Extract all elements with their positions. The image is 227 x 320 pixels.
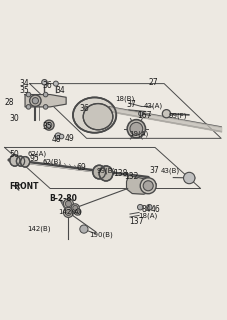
- Text: 34: 34: [56, 86, 65, 95]
- Circle shape: [55, 133, 61, 139]
- Text: 138: 138: [112, 169, 127, 178]
- Circle shape: [43, 105, 48, 109]
- Circle shape: [53, 81, 58, 86]
- Text: 84: 84: [141, 204, 150, 213]
- Ellipse shape: [92, 165, 105, 179]
- Text: 167: 167: [136, 111, 151, 120]
- Circle shape: [72, 205, 77, 210]
- Text: 190(B): 190(B): [89, 232, 112, 238]
- Text: 95: 95: [30, 154, 39, 163]
- Ellipse shape: [73, 97, 116, 133]
- Circle shape: [65, 201, 71, 207]
- Text: 132: 132: [124, 172, 138, 181]
- Text: 30: 30: [9, 115, 19, 124]
- Text: B-2-80: B-2-80: [49, 194, 76, 203]
- Text: 28: 28: [5, 98, 14, 107]
- Circle shape: [137, 204, 142, 210]
- Circle shape: [162, 110, 170, 118]
- Text: 37: 37: [126, 100, 136, 109]
- Text: 43(A): 43(A): [143, 102, 162, 108]
- Circle shape: [44, 120, 54, 130]
- Text: 19(A): 19(A): [128, 131, 147, 137]
- Circle shape: [26, 105, 31, 109]
- Circle shape: [140, 178, 155, 194]
- Circle shape: [138, 111, 143, 116]
- Text: 34: 34: [19, 79, 29, 88]
- Text: 137: 137: [128, 217, 143, 226]
- Text: 62(B): 62(B): [42, 159, 61, 165]
- Circle shape: [42, 79, 47, 85]
- Polygon shape: [126, 175, 155, 194]
- Ellipse shape: [83, 104, 112, 130]
- Text: 69: 69: [76, 163, 86, 172]
- Text: 35: 35: [42, 122, 52, 131]
- Text: 142(B): 142(B): [27, 226, 51, 232]
- Ellipse shape: [10, 155, 20, 166]
- Ellipse shape: [20, 156, 30, 167]
- Text: 18(B): 18(B): [115, 95, 134, 102]
- Ellipse shape: [99, 166, 112, 181]
- Circle shape: [46, 122, 52, 128]
- Circle shape: [63, 199, 73, 209]
- Circle shape: [59, 134, 64, 139]
- Circle shape: [143, 181, 153, 191]
- Text: 43(B): 43(B): [160, 167, 179, 174]
- Text: FRONT: FRONT: [9, 182, 38, 191]
- Circle shape: [183, 172, 194, 184]
- Text: 142(A): 142(A): [58, 209, 81, 215]
- Circle shape: [129, 122, 142, 135]
- Circle shape: [30, 95, 41, 107]
- Text: 48: 48: [51, 135, 61, 144]
- Text: 35: 35: [19, 85, 29, 94]
- Circle shape: [74, 208, 81, 215]
- Circle shape: [146, 204, 151, 210]
- Circle shape: [43, 92, 48, 97]
- Text: 27: 27: [148, 78, 157, 87]
- Circle shape: [71, 204, 79, 212]
- Text: 36: 36: [79, 104, 89, 113]
- Circle shape: [26, 92, 31, 97]
- Circle shape: [79, 225, 88, 233]
- Text: 49: 49: [65, 134, 74, 143]
- Text: 37: 37: [149, 166, 158, 175]
- Text: 18(A): 18(A): [137, 212, 156, 219]
- Text: 99(B): 99(B): [96, 167, 116, 174]
- Circle shape: [75, 210, 79, 214]
- Ellipse shape: [16, 156, 25, 166]
- Polygon shape: [25, 95, 66, 107]
- Text: 50: 50: [9, 150, 19, 159]
- Circle shape: [63, 207, 73, 218]
- Circle shape: [65, 209, 71, 215]
- Text: 46: 46: [150, 204, 160, 213]
- Text: 62(A): 62(A): [27, 151, 46, 157]
- Circle shape: [127, 120, 145, 138]
- Text: 99(F): 99(F): [168, 112, 186, 119]
- Circle shape: [32, 98, 38, 104]
- Text: 36: 36: [42, 81, 52, 91]
